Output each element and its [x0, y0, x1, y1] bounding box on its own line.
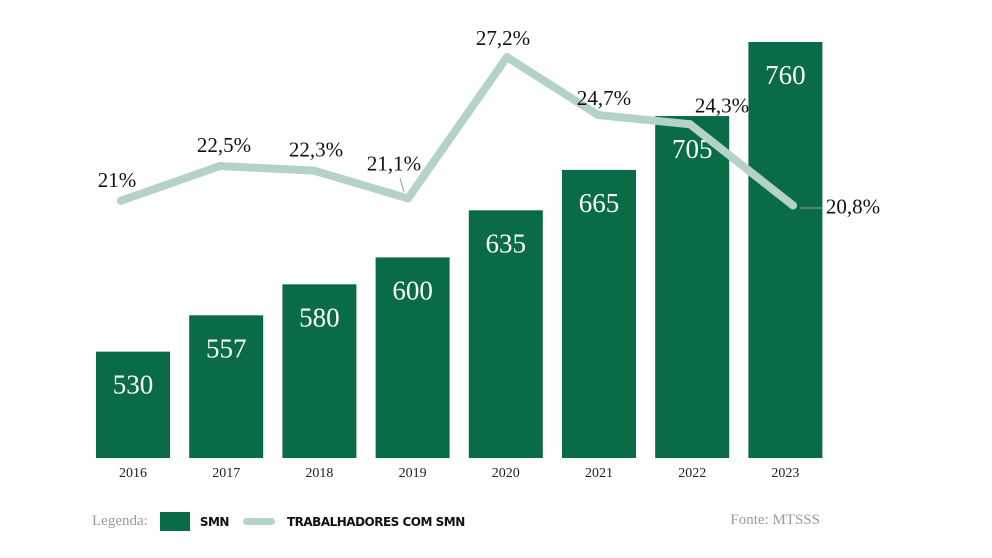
- line-value-label: 22,3%: [289, 138, 343, 162]
- line-series: [117, 53, 797, 210]
- bar-value-label: 635: [486, 228, 527, 258]
- line-point: [594, 111, 602, 120]
- x-tick-label: 2018: [305, 466, 333, 481]
- bar-2019: [375, 257, 450, 458]
- bar-value-label: 580: [299, 302, 340, 332]
- bar-value-label: 530: [113, 370, 154, 400]
- line-value-label: 20,8%: [826, 194, 880, 218]
- bar-2023: [748, 42, 823, 458]
- line-value-label: 24,3%: [695, 93, 749, 117]
- legend-bar-swatch: [159, 512, 190, 531]
- legend: Legenda: SMN TRABALHADORES COM SMN: [92, 512, 465, 531]
- line-value-label: 24,7%: [577, 86, 631, 110]
- bar-2018: [282, 284, 357, 458]
- line-point: [789, 201, 797, 210]
- line-value-label: 22,5%: [197, 133, 251, 157]
- x-tick-label: 2017: [212, 466, 240, 481]
- bar-value-label: 665: [579, 188, 620, 218]
- bar-2017: [189, 315, 264, 458]
- line-point: [117, 196, 125, 205]
- bar-value-label: 760: [765, 60, 806, 90]
- bar-2020: [468, 210, 543, 458]
- bar-2021: [562, 169, 636, 459]
- bar-value-label: 600: [392, 275, 433, 305]
- legend-line-swatch: [242, 518, 275, 525]
- line-value-label: 21%: [98, 168, 137, 192]
- bar-2016: [96, 351, 170, 458]
- legend-bar-item: SMN: [199, 514, 230, 529]
- x-tick-label: 2023: [771, 466, 799, 481]
- line-point: [216, 161, 224, 170]
- x-tick-label: 2020: [492, 466, 520, 481]
- line-value-label: 27,2%: [476, 26, 530, 50]
- legend-label: Legenda:: [92, 513, 148, 529]
- line-point: [503, 53, 511, 62]
- label-leader-line: [399, 177, 405, 193]
- x-tick-label: 2022: [678, 466, 706, 481]
- x-tick-label: 2021: [585, 466, 613, 481]
- x-tick-label: 2019: [399, 466, 427, 481]
- bar-2022: [655, 116, 730, 458]
- line-point: [404, 194, 412, 203]
- line-point: [310, 166, 318, 175]
- line-value-label: 21,1%: [367, 151, 421, 175]
- legend-line-item: TRABALHADORES COM SMN: [286, 514, 465, 529]
- source-note: Fonte: MTSSS: [730, 512, 820, 528]
- line-point: [686, 120, 694, 129]
- x-tick-label: 2016: [119, 466, 147, 481]
- bar-value-label: 557: [206, 333, 247, 363]
